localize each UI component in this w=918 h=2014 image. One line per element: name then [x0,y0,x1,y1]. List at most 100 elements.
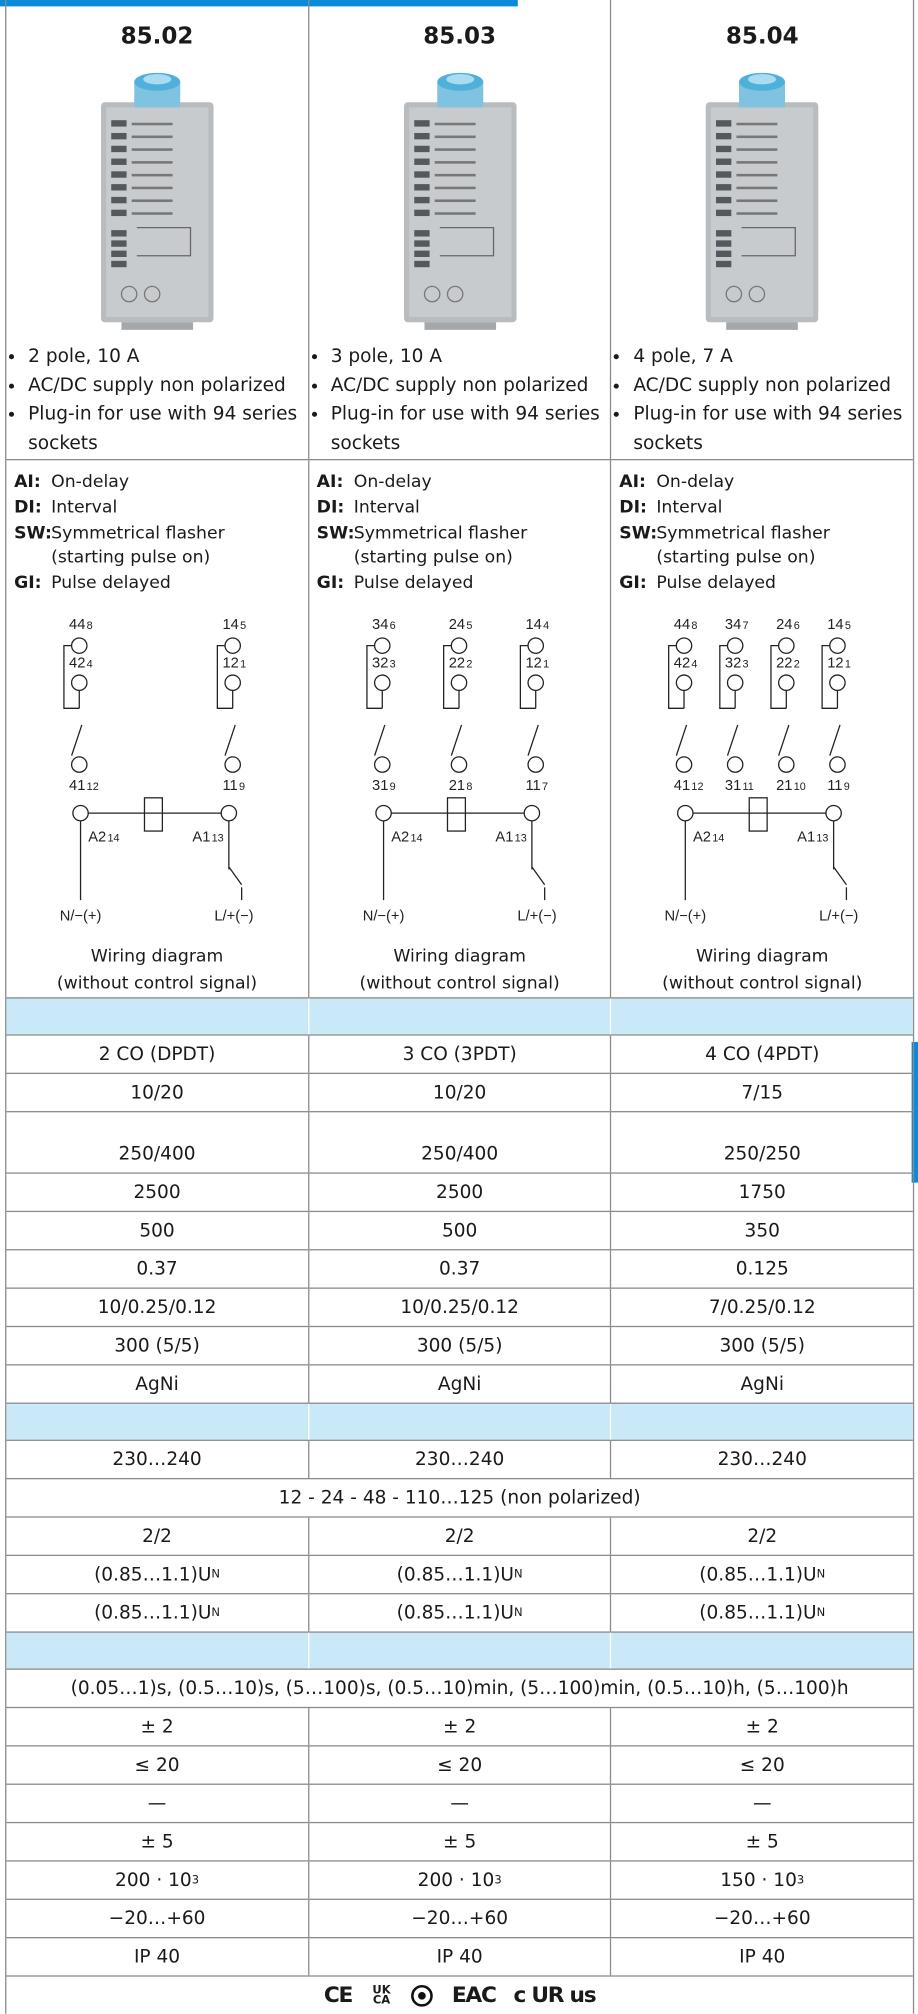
image-part [434,199,475,202]
feature-list: 4 pole, 7 AAC/DC supply non polarizedPlu… [612,343,913,458]
supply-switch [531,867,544,885]
terminal [225,675,240,690]
terminal-label: 246 [777,617,801,633]
moving-contact [72,725,82,756]
terminal-number: 24 [777,617,793,633]
product-header: 85.04 4 pole, 7 AAC/DC supply non polariz… [612,0,913,460]
spec-row: 250025001750 [6,1172,912,1210]
function: SW:Symmetrical flasher (starting pulse o… [619,521,908,572]
image-part [111,251,126,257]
coil-label: A113 [798,829,829,845]
terminal [374,638,389,653]
terminal-number: 32 [725,655,741,671]
band-cell [612,1633,913,1669]
terminal-pin: 5 [845,620,851,632]
band-cell [6,999,309,1035]
coil-terminal: A2 [693,829,711,845]
feature: AC/DC supply non polarized [633,371,905,400]
moving-contact [677,725,687,756]
coil-terminal: A2 [88,829,106,845]
spec-cell: 10/0.25/0.12 [309,1289,612,1326]
terminal [779,757,794,772]
image-part [111,159,126,165]
function: DI:Interval [317,496,606,521]
image-part [716,120,731,126]
spec-table: 85.022 pole, 10 AAC/DC supply non polari… [5,0,914,2014]
function-text: Symmetrical flasher (starting pulse on) [51,521,302,572]
moving-contact [451,725,461,756]
product-image [383,64,536,335]
terminal-label: 448 [69,617,93,633]
image-part [716,171,731,177]
image-part [414,261,429,267]
image-part [414,240,429,246]
spec-cell: ± 2 [6,1708,309,1745]
terminal-number: 14 [525,617,541,633]
spec-cell: 2500 [6,1174,309,1211]
spec-cell: 10/20 [6,1074,309,1111]
spec-row: AgNiAgNiAgNi [6,1364,912,1402]
terminal [779,638,794,653]
spec-cell: 500 [309,1212,612,1249]
feature: Plug-in for use with 94 series sockets [633,400,905,458]
spec-cell: 12 - 24 - 48 - 110…125 (non polarized) [6,1479,912,1516]
image-part [424,322,496,330]
terminal-label: 2110 [777,778,807,794]
function-code: GI: [14,572,51,597]
image-part [143,74,171,84]
product-image [686,64,839,335]
supply-label: L/+(−) [517,909,556,925]
cell-text: (0.85…1.1)U [94,1564,211,1584]
terminal [451,757,466,772]
terminal-number: 44 [674,617,690,633]
image-part [111,240,126,246]
image-part [716,184,731,190]
terminal-pin: 4 [543,620,549,632]
feature: AC/DC supply non polarized [28,371,300,400]
terminal-pin: 9 [389,781,395,793]
supply-label: L/+(−) [820,909,859,925]
spec-row: IP 40IP 40IP 40 [6,1937,912,1975]
terminal-label: 144 [525,617,549,633]
spec-cell: 2/2 [6,1518,309,1555]
image-part [111,230,126,236]
spec-cell: AgNi [6,1365,309,1402]
coil-pin: 13 [514,832,526,844]
spec-cell: 7/15 [612,1074,913,1111]
terminal-label: 121 [828,655,852,671]
image-part [414,230,429,236]
terminal-number: 14 [828,617,844,633]
terminal [225,757,240,772]
terminal [375,805,390,820]
spec-row: ≤ 20≤ 20≤ 20 [6,1745,912,1783]
product-title: 85.04 [612,23,913,50]
terminal-number: 11 [828,778,843,794]
terminal-pin: 11 [743,781,754,793]
cert-logo: UK CA [370,1985,393,2005]
terminal-label: 323 [372,655,396,671]
moving-contact [830,725,840,756]
terminal-number: 44 [69,617,85,633]
spec-cell: ± 2 [612,1708,913,1745]
terminal-pin: 10 [794,781,806,793]
sheet: 85.022 pole, 10 AAC/DC supply non polari… [0,0,918,2005]
image-part [737,148,778,151]
image-part [414,120,429,126]
feature-list: 2 pole, 10 AAC/DC supply non polarizedPl… [6,343,307,458]
terminal-pin: 6 [794,620,800,632]
terminal-label: 424 [69,655,93,671]
spec-cell: — [6,1785,309,1822]
terminal-number: 12 [222,655,238,671]
terminal-pin: 6 [389,620,395,632]
terminal [826,805,841,820]
spec-row: ± 2± 2± 2 [6,1707,912,1745]
terminal-number: 31 [725,778,741,794]
terminal-label: 4112 [674,778,704,794]
terminal-label: 119 [222,778,245,794]
image-part [716,146,731,152]
section-band [6,997,912,1034]
terminal-pin: 7 [542,781,548,793]
terminal-pin: 9 [844,781,850,793]
terminal-number: 41 [69,778,85,794]
